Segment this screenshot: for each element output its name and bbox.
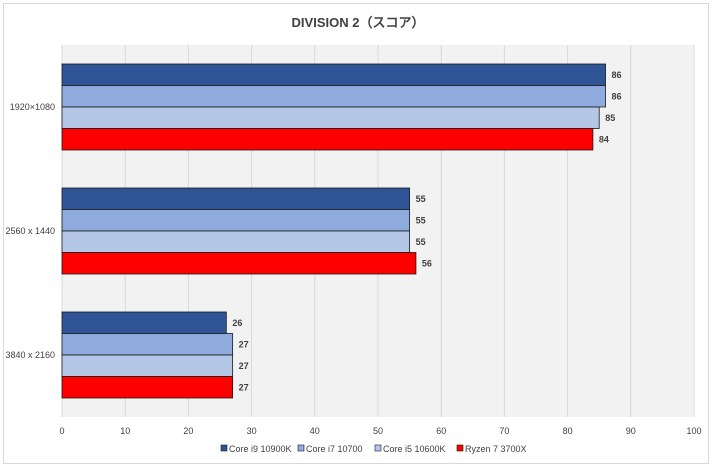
legend-swatch <box>220 444 228 452</box>
x-tick-label: 90 <box>626 426 636 436</box>
legend-label: Ryzen 7 3700X <box>465 444 527 454</box>
bar <box>61 63 606 86</box>
data-label: 26 <box>232 318 242 328</box>
chart-title: DIVISION 2（スコア） <box>292 15 425 30</box>
bar <box>61 128 594 151</box>
legend-label: Core i5 10600K <box>383 444 446 454</box>
bar <box>61 252 417 275</box>
x-tick-label: 80 <box>563 426 573 436</box>
legend-swatch <box>374 444 382 452</box>
category-label: 1920×1080 <box>10 102 55 112</box>
data-label: 55 <box>416 237 426 247</box>
data-label: 27 <box>239 361 249 371</box>
data-label: 84 <box>599 134 609 144</box>
data-label: 86 <box>612 91 622 101</box>
bar <box>61 376 234 399</box>
data-label: 85 <box>605 113 615 123</box>
bar <box>61 187 411 210</box>
x-tick-label: 20 <box>183 426 193 436</box>
data-label: 27 <box>239 382 249 392</box>
category-label: 3840 x 2160 <box>5 350 55 360</box>
category-label: 2560 x 1440 <box>5 226 55 236</box>
bar <box>61 230 411 253</box>
bar <box>61 333 234 356</box>
legend-label: Core i9 10900K <box>229 444 292 454</box>
bar <box>61 209 411 232</box>
x-tick-label: 50 <box>373 426 383 436</box>
x-tick-label: 40 <box>310 426 320 436</box>
x-tick-label: 60 <box>436 426 446 436</box>
bar <box>61 354 234 377</box>
data-label: 27 <box>239 339 249 349</box>
x-tick-label: 10 <box>120 426 130 436</box>
x-tick-label: 30 <box>247 426 257 436</box>
bar <box>61 106 600 129</box>
x-tick-label: 100 <box>686 426 701 436</box>
x-tick-label: 0 <box>59 426 64 436</box>
x-tick-label: 70 <box>499 426 509 436</box>
legend-label: Core i7 10700 <box>306 444 363 454</box>
data-label: 55 <box>416 194 426 204</box>
data-label: 86 <box>612 70 622 80</box>
bar <box>61 311 227 334</box>
data-label: 55 <box>416 215 426 225</box>
legend-swatch <box>297 444 305 452</box>
bar <box>61 85 606 108</box>
data-label: 56 <box>422 258 432 268</box>
legend-swatch <box>456 444 464 452</box>
